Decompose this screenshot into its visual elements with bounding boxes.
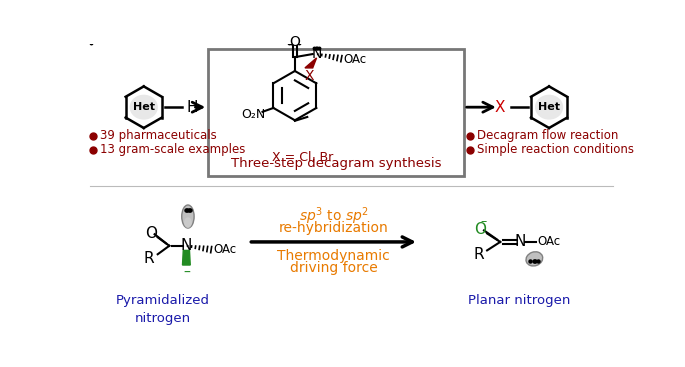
Text: OAc: OAc (344, 53, 367, 66)
Text: X = Cl, Br: X = Cl, Br (272, 151, 333, 164)
Text: O₂N: O₂N (241, 108, 265, 121)
Text: O: O (145, 226, 157, 241)
Polygon shape (182, 250, 190, 265)
Text: OAc: OAc (214, 243, 236, 256)
Text: $\mathit{sp}^3$ to $\mathit{sp}^2$: $\mathit{sp}^3$ to $\mathit{sp}^2$ (299, 205, 369, 226)
Text: driving force: driving force (290, 261, 377, 275)
Text: X: X (495, 100, 505, 115)
Text: N: N (514, 235, 526, 250)
Text: N: N (312, 47, 322, 61)
Polygon shape (305, 58, 316, 68)
Text: –: – (183, 266, 190, 280)
Text: R: R (144, 251, 155, 266)
Text: Het: Het (538, 102, 560, 112)
Text: 13 gram-scale examples: 13 gram-scale examples (99, 143, 245, 156)
Text: re-hybridization: re-hybridization (279, 221, 388, 235)
Text: 39 pharmaceuticals: 39 pharmaceuticals (99, 129, 216, 142)
Text: Simple reaction conditions: Simple reaction conditions (477, 143, 634, 156)
Text: O: O (290, 35, 300, 49)
Text: OAc: OAc (538, 235, 560, 248)
Text: Three-step decagram synthesis: Three-step decagram synthesis (231, 157, 441, 170)
FancyBboxPatch shape (208, 50, 464, 177)
Text: Het: Het (133, 102, 155, 112)
Ellipse shape (182, 205, 194, 228)
Text: O: O (474, 222, 486, 237)
Text: H: H (186, 100, 198, 115)
Ellipse shape (129, 95, 158, 120)
Ellipse shape (526, 252, 543, 266)
Text: N: N (181, 238, 192, 253)
Text: R: R (473, 247, 484, 262)
Ellipse shape (184, 217, 192, 228)
Ellipse shape (535, 95, 563, 120)
Text: Planar nitrogen: Planar nitrogen (469, 294, 571, 307)
Text: X: X (305, 69, 314, 83)
Text: –: – (480, 215, 486, 228)
Text: Decagram flow reaction: Decagram flow reaction (477, 129, 619, 142)
Text: Thermodynamic: Thermodynamic (277, 249, 390, 263)
Text: Pyramidalized
nitrogen: Pyramidalized nitrogen (116, 294, 210, 325)
